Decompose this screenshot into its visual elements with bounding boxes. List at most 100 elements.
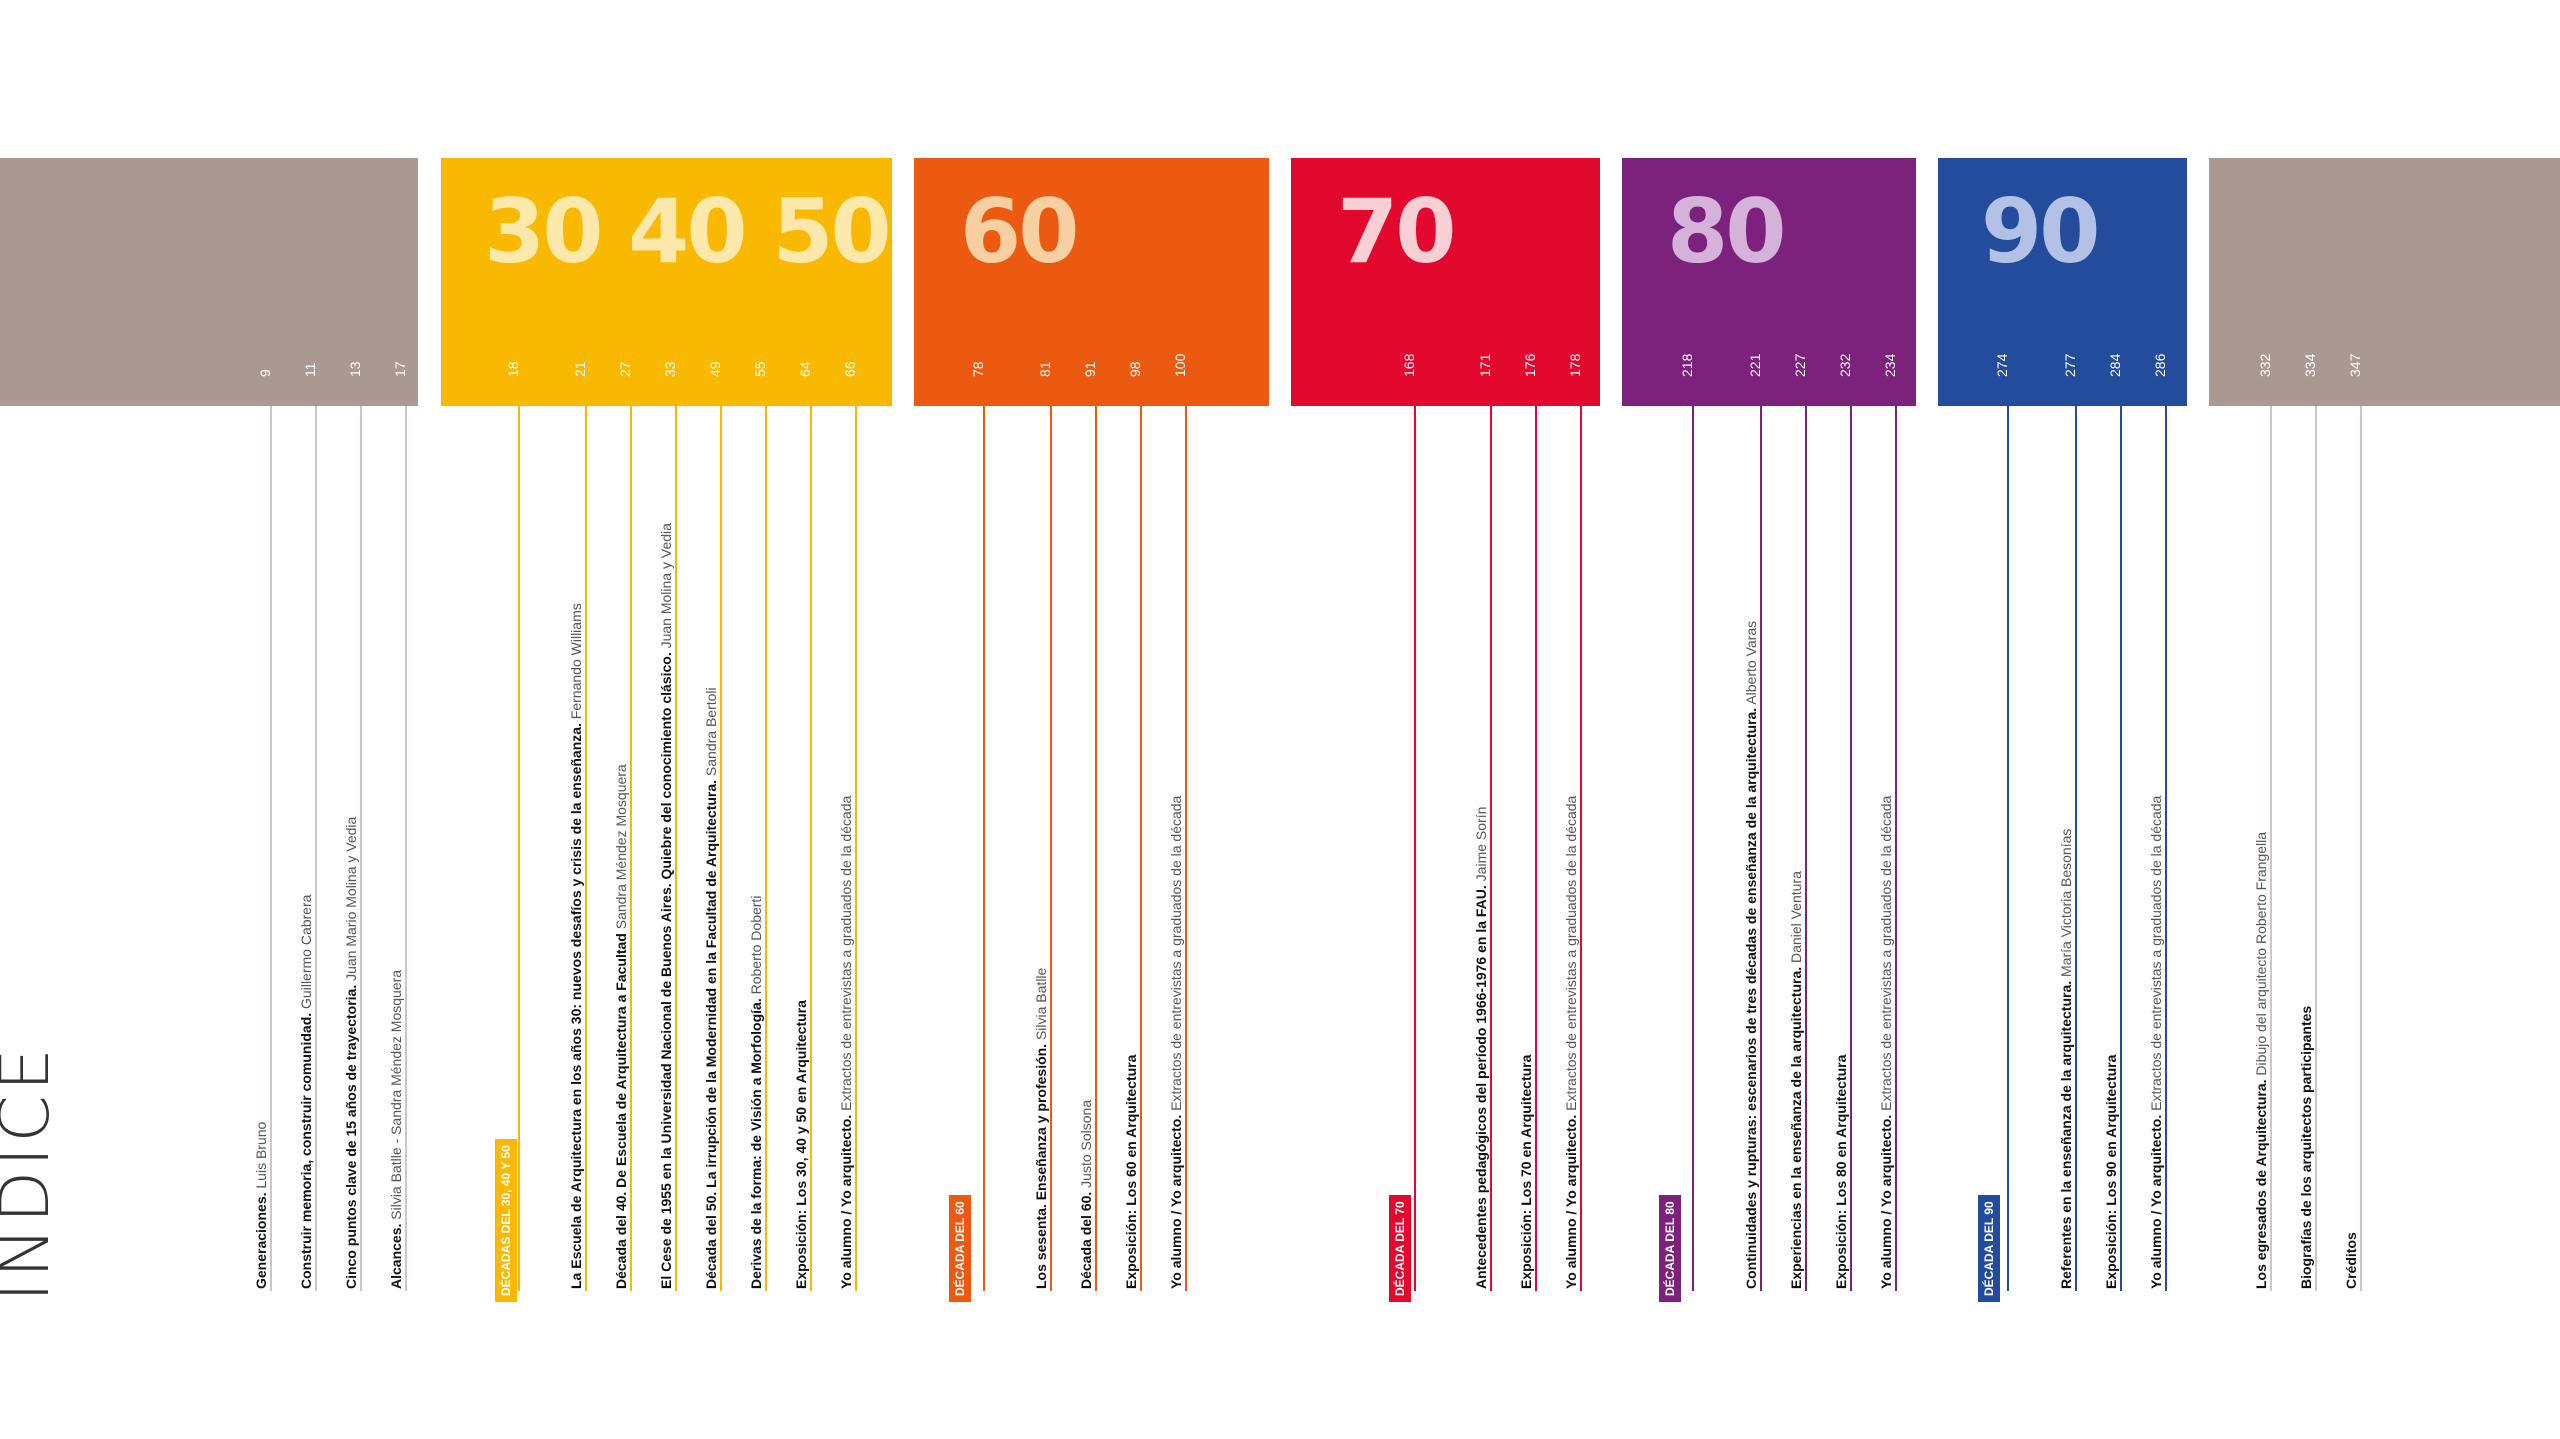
- entry-text: Década del 50. La irrupción de la Modern…: [703, 687, 719, 1289]
- decade-badge: DÉCADA DEL 90: [1978, 1195, 2000, 1302]
- entry-title: El Cese de 1955 en la Universidad Nacion…: [658, 652, 674, 1289]
- entry-author: Roberto Doberti: [748, 895, 764, 999]
- section-header-block: [0, 158, 418, 406]
- entry-author: Silvia Batlle - Sandra Méndez Mosquera: [388, 969, 404, 1224]
- entry-title: Cinco puntos clave de 15 años de trayect…: [343, 984, 359, 1289]
- index-title: ÍNDICE: [0, 1044, 65, 1302]
- leader-line: [360, 406, 362, 1291]
- page-number: 332: [2257, 353, 2273, 377]
- entry-title: Construir memoria, construir comunidad.: [298, 1012, 314, 1289]
- page-number: 18: [505, 361, 521, 377]
- leader-line: [1490, 406, 1492, 1291]
- leader-line: [675, 406, 677, 1291]
- leader-line: [585, 406, 587, 1291]
- entry-text: Década del 40. De Escuela de Arquitectur…: [613, 764, 629, 1289]
- page-number: 274: [1994, 353, 2010, 377]
- entry-title: Créditos: [2343, 1232, 2359, 1289]
- entry-text: Los sesenta. Enseñanza y profesión. Silv…: [1033, 968, 1049, 1289]
- leader-line: [2165, 406, 2167, 1291]
- page-number: 168: [1401, 353, 1417, 377]
- leader-line: [2360, 406, 2362, 1291]
- leader-line: [630, 406, 632, 1291]
- page-number: 232: [1837, 353, 1853, 377]
- entry-text: Derivas de la forma: de Visión a Morfolo…: [748, 896, 764, 1289]
- leader-line: [1414, 406, 1416, 1291]
- entry-text: Yo alumno / Yo arquitecto. Extractos de …: [2148, 796, 2164, 1289]
- leader-line: [1692, 406, 1694, 1291]
- entry-title: Yo alumno / Yo arquitecto.: [1563, 1114, 1579, 1289]
- decade-badge: DÉCADA DEL 60: [949, 1195, 971, 1302]
- entry-text: Antecedentes pedagógicos del período 196…: [1473, 807, 1489, 1289]
- page-number: 221: [1747, 353, 1763, 377]
- entry-title: La Escuela de Arquitectura en los años 3…: [568, 723, 584, 1289]
- page-number: 21: [572, 361, 588, 377]
- leader-line: [2315, 406, 2317, 1291]
- section-header-block: 80: [1622, 158, 1916, 406]
- entry-title: Exposición: Los 80 en Arquitectura: [1833, 1054, 1849, 1289]
- page-number: 284: [2107, 353, 2123, 377]
- page-number: 9: [257, 369, 273, 377]
- page-number: 55: [752, 361, 768, 377]
- leader-line: [765, 406, 767, 1291]
- page-number: 334: [2302, 353, 2318, 377]
- leader-line: [2075, 406, 2077, 1291]
- leader-line: [315, 406, 317, 1291]
- section-header-block: 60: [914, 158, 1269, 406]
- leader-line: [1895, 406, 1897, 1291]
- page-number: 234: [1882, 353, 1898, 377]
- leader-line: [983, 406, 985, 1291]
- entry-text: Yo alumno / Yo arquitecto. Extractos de …: [1878, 796, 1894, 1289]
- entry-title: Continuidades y rupturas: escenarios de …: [1743, 707, 1759, 1289]
- section-header-block: 90: [1938, 158, 2187, 406]
- decade-badge: DÉCADA DEL 80: [1659, 1195, 1681, 1302]
- leader-line: [2007, 406, 2009, 1291]
- page-number: 81: [1037, 361, 1053, 377]
- page-number: 17: [392, 361, 408, 377]
- entry-author: Alberto Varas: [1743, 620, 1759, 708]
- section-header-block: 30 40 50: [441, 158, 892, 406]
- page-number: 347: [2347, 353, 2363, 377]
- entry-text: Continuidades y rupturas: escenarios de …: [1743, 621, 1759, 1289]
- leader-line: [1760, 406, 1762, 1291]
- entry-text: Los egresados de Arquitectura. Dibujo de…: [2253, 832, 2269, 1289]
- entry-text: Generaciones. Luis Bruno: [253, 1122, 269, 1289]
- entry-text: Créditos: [2343, 1232, 2359, 1289]
- leader-line: [518, 406, 520, 1291]
- decade-numerals: 60: [960, 180, 1079, 283]
- leader-line: [1140, 406, 1142, 1291]
- entry-title: Antecedentes pedagógicos del período 196…: [1473, 885, 1489, 1289]
- entry-author: Sandra Bertoli: [703, 687, 719, 780]
- entry-author: Jaime Sorín: [1473, 806, 1489, 886]
- page-number: 277: [2062, 353, 2078, 377]
- entry-author: Sandra Méndez Mosquera: [613, 764, 629, 934]
- entry-text: Construir memoria, construir comunidad. …: [298, 895, 314, 1289]
- decade-badge: DÉCADA DEL 70: [1389, 1195, 1411, 1302]
- page-number: 100: [1172, 353, 1188, 377]
- entry-author: Extractos de entrevistas a graduados de …: [1168, 795, 1184, 1115]
- page-number: 13: [347, 361, 363, 377]
- entry-author: Justo Solsona: [1078, 1099, 1094, 1192]
- entry-title: Yo alumno / Yo arquitecto.: [838, 1114, 854, 1289]
- page-number: 49: [707, 361, 723, 377]
- entry-author: María Victoria Besonías: [2058, 828, 2074, 981]
- entry-text: Cinco puntos clave de 15 años de trayect…: [343, 817, 359, 1289]
- entry-title: Los egresados de Arquitectura.: [2253, 1079, 2269, 1289]
- page-number: 91: [1082, 361, 1098, 377]
- page-number: 171: [1477, 353, 1493, 377]
- section-header-block: 70: [1291, 158, 1600, 406]
- entry-text: Exposición: Los 30, 40 y 50 en Arquitect…: [793, 1000, 809, 1289]
- entry-text: El Cese de 1955 en la Universidad Nacion…: [658, 523, 674, 1289]
- leader-line: [1850, 406, 1852, 1291]
- entry-title: Los sesenta. Enseñanza y profesión.: [1033, 1043, 1049, 1289]
- page-number: 27: [617, 361, 633, 377]
- entry-text: Exposición: Los 90 en Arquitectura: [2103, 1055, 2119, 1289]
- entry-author: Fernando Williams: [568, 603, 584, 724]
- entry-author: Extractos de entrevistas a graduados de …: [838, 795, 854, 1115]
- entry-title: Yo alumno / Yo arquitecto.: [1878, 1114, 1894, 1289]
- entry-text: Exposición: Los 80 en Arquitectura: [1833, 1055, 1849, 1289]
- entry-text: Biografías de los arquitectos participan…: [2298, 1006, 2314, 1289]
- entry-text: Década del 60. Justo Solsona: [1078, 1100, 1094, 1289]
- leader-line: [2120, 406, 2122, 1291]
- entry-title: Yo alumno / Yo arquitecto.: [1168, 1114, 1184, 1289]
- decade-numerals: 80: [1667, 180, 1786, 283]
